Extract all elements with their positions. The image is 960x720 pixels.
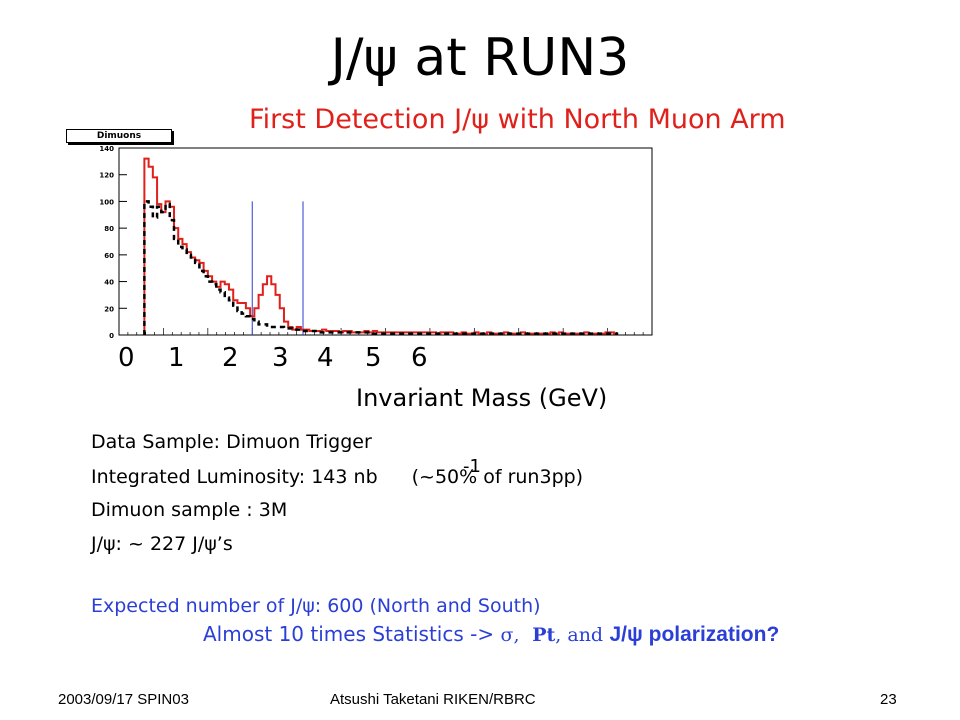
x-axis-label: Invariant Mass (GeV) xyxy=(356,384,608,412)
x-tick-label: 1 xyxy=(168,343,185,373)
signal-distribution-line xyxy=(143,157,619,335)
y-tick-label: 40 xyxy=(104,279,114,287)
statistics-and: , and xyxy=(555,624,604,646)
statistics-polarization: J/ψ polarization? xyxy=(609,623,780,646)
statistics-prefix: Almost 10 times Statistics -> xyxy=(203,622,501,646)
statistics-line: Almost 10 times Statistics -> σ, Pt, and… xyxy=(203,622,779,647)
x-tick-label: 5 xyxy=(365,343,382,373)
x-tick-label: 2 xyxy=(222,343,239,373)
y-tick-label: 80 xyxy=(104,225,114,233)
statistics-pt: Pt xyxy=(532,624,556,646)
luminosity-note: (~50% of run3pp) xyxy=(411,466,584,488)
y-tick-label: 60 xyxy=(104,252,114,260)
slide-title: J/ψ at RUN3 xyxy=(330,28,630,88)
expected-count-line: Expected number of J/ψ: 600 (North and S… xyxy=(91,595,541,617)
y-tick-label: 20 xyxy=(104,305,114,313)
footer-date: 2003/09/17 SPIN03 xyxy=(58,691,189,708)
footer-author: Atsushi Taketani RIKEN/RBRC xyxy=(330,691,536,708)
x-tick-label: 3 xyxy=(272,343,289,373)
histogram-legend-label: Dimuons xyxy=(66,129,172,143)
histogram-series xyxy=(143,157,619,335)
footer-page-number: 23 xyxy=(880,691,897,708)
slide-subtitle: First Detection J/ψ with North Muon Arm xyxy=(249,104,786,135)
info-jpsi-count: J/ψ: ~ 227 J/ψ’s xyxy=(91,533,233,555)
x-tick-label: 6 xyxy=(411,343,428,373)
y-tick-label: 120 xyxy=(99,172,114,180)
x-tick-label: 0 xyxy=(118,343,135,373)
luminosity-text: Integrated Luminosity: 143 nb xyxy=(91,466,378,488)
info-data-sample: Data Sample: Dimuon Trigger xyxy=(91,431,372,453)
plot-frame xyxy=(118,147,653,336)
luminosity-exponent: -1 xyxy=(463,456,481,477)
statistics-sigma: σ, xyxy=(500,624,520,646)
y-tick-label: 100 xyxy=(99,198,114,206)
info-luminosity: Integrated Luminosity: 143 nb (~50% of ru… xyxy=(91,465,583,489)
background-distribution-line xyxy=(143,200,619,335)
y-tick-label: 0 xyxy=(109,332,114,340)
info-dimuon-sample: Dimuon sample : 3M xyxy=(91,499,288,521)
x-tick-label: 4 xyxy=(317,343,334,373)
y-tick-label: 140 xyxy=(99,145,114,153)
